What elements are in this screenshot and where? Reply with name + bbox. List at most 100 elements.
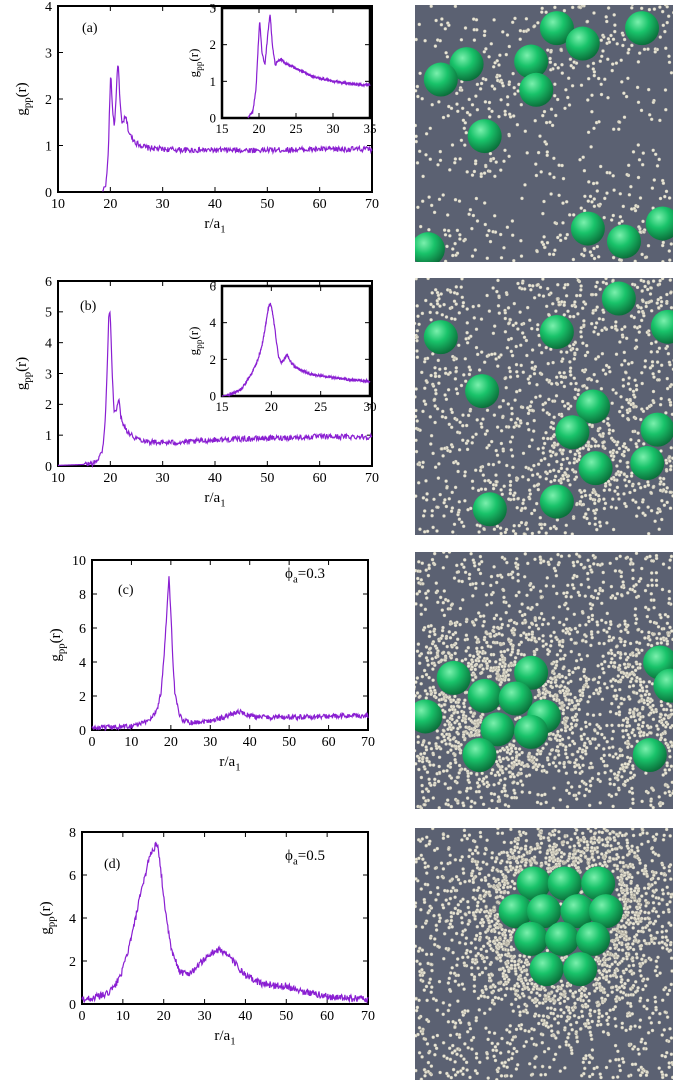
- big-particle: [650, 309, 673, 344]
- big-particle: [449, 47, 484, 82]
- big-particle: [462, 738, 497, 773]
- x-axis-label-main: r/a: [219, 754, 235, 770]
- y-tick-label: 0: [79, 724, 86, 739]
- big-particle: [565, 26, 600, 61]
- inset-chart: 15 20 25 30 35 0 1 2 3 gpp(r): [186, 1, 377, 136]
- x-axis-label-main: r/a: [214, 1028, 230, 1044]
- x-tick-label: 10: [124, 735, 138, 750]
- x-tick-label: 30: [156, 471, 170, 486]
- big-particle: [498, 894, 533, 929]
- y-axis-label: gpp(r): [14, 357, 34, 390]
- y-axis-label: gpp(r): [38, 901, 58, 934]
- y-tick-label: 4: [79, 656, 86, 671]
- inset-x-tick-label: 35: [364, 121, 377, 136]
- small-particles: [415, 828, 673, 1080]
- snapshot-particles: [415, 5, 673, 262]
- inset-curve: [221, 302, 371, 397]
- y-axis-label-tail: (r): [38, 901, 54, 916]
- inset-y-tick-label: 2: [210, 352, 217, 367]
- y-axis-label-tail: (r): [14, 357, 30, 372]
- inset-x-tick-label: 15: [216, 399, 229, 414]
- big-particle: [547, 866, 582, 901]
- big-particle: [514, 921, 549, 956]
- panel-label: (a): [82, 21, 98, 36]
- legend-phi-main: ϕ: [285, 566, 293, 582]
- chart-panel-c: 0 10 20 30 40 50 60 70 0 2 4 6 8 10 (c) ϕa=0.3 r/a1 gpp(r…: [48, 554, 375, 774]
- frame: [91, 559, 369, 731]
- x-tick-label: 40: [208, 471, 222, 486]
- inset-y-axis-label-sub: pp: [195, 61, 205, 71]
- y-axis-label-text: gpp(r): [14, 357, 34, 390]
- legend-phi-text: ϕa=0.3: [285, 566, 325, 586]
- inset-x-tick-label: 25: [314, 399, 327, 414]
- x-axis-label-main: r/a: [204, 490, 220, 506]
- big-particle: [415, 232, 445, 262]
- y-axis-label-sub: pp: [46, 916, 58, 927]
- y-tick-label: 6: [69, 869, 76, 884]
- inset-y-axis-label: gpp(r): [186, 49, 205, 78]
- x-axis-label: r/a1: [204, 216, 225, 236]
- y-tick-label: 3: [45, 46, 52, 61]
- y-tick-label: 0: [69, 998, 76, 1013]
- y-tick-label: 4: [69, 912, 76, 927]
- x-axis-label-text: r/a1: [204, 216, 225, 236]
- inset-y-axis-label-main: g: [186, 348, 201, 355]
- big-particle: [539, 484, 574, 519]
- y-axis-label-main: g: [14, 382, 30, 390]
- big-particle: [563, 952, 598, 987]
- y-tick-label: 0: [45, 460, 52, 475]
- big-particle: [467, 678, 502, 713]
- small-particles: [415, 552, 673, 809]
- inset-y-axis-label-tail: (r): [186, 327, 201, 340]
- y-tick-label: 5: [45, 306, 52, 321]
- big-particle: [539, 314, 574, 349]
- inset-y-tick-label: 1: [210, 74, 217, 89]
- big-particle: [514, 655, 549, 690]
- x-tick-label: 60: [320, 1009, 334, 1024]
- x-tick-label: 60: [313, 197, 327, 212]
- big-particle: [516, 866, 551, 901]
- panel-label: (b): [80, 299, 97, 314]
- x-tick-label: 60: [313, 471, 327, 486]
- x-tick-label: 0: [89, 735, 96, 750]
- y-axis-label-text: gpp(r): [38, 901, 58, 934]
- inset-y-axis-label-sub: pp: [195, 339, 205, 349]
- x-tick-label: 40: [243, 735, 257, 750]
- y-axis-label-sub: pp: [22, 372, 34, 383]
- big-particle: [498, 681, 533, 716]
- big-particle: [645, 206, 673, 241]
- x-tick-label: 60: [322, 735, 336, 750]
- legend-phi: ϕa=0.3: [285, 566, 325, 586]
- legend-phi-tail: =0.3: [298, 566, 325, 582]
- x-axis-label-sub: 1: [235, 762, 240, 774]
- y-axis-label-sub: pp: [22, 97, 34, 108]
- big-particle: [545, 921, 580, 956]
- y-axis-label-text: gpp(r): [14, 82, 34, 115]
- x-tick-label: 50: [279, 1009, 293, 1024]
- x-axis-label-text: r/a1: [219, 754, 240, 774]
- curve-gpp: [91, 576, 369, 732]
- x-tick-label: 20: [157, 1009, 171, 1024]
- x-tick-label: 50: [260, 471, 274, 486]
- y-tick-label: 4: [45, 337, 52, 352]
- x-axis-label-text: r/a1: [214, 1028, 235, 1048]
- x-axis-label: r/a1: [204, 490, 225, 510]
- x-axis-label-sub: 1: [220, 498, 225, 510]
- y-tick-label: 8: [79, 588, 86, 603]
- x-tick-label: 70: [361, 735, 375, 750]
- y-tick-label: 2: [79, 690, 86, 705]
- big-particle: [415, 699, 443, 734]
- big-particle: [588, 894, 623, 929]
- y-tick-label: 1: [45, 429, 52, 444]
- snapshot-d: [415, 828, 673, 1080]
- x-tick-label: 50: [282, 735, 296, 750]
- x-tick-label: 20: [164, 735, 178, 750]
- y-tick-label: 10: [72, 554, 86, 569]
- inset-y-tick-label: 2: [210, 37, 217, 52]
- big-particle: [436, 660, 471, 695]
- inset-frame: [220, 6, 372, 120]
- snapshot-c: [415, 552, 673, 809]
- y-tick-label: 6: [79, 622, 86, 637]
- big-particle: [601, 281, 636, 316]
- y-tick-label: 0: [45, 186, 52, 201]
